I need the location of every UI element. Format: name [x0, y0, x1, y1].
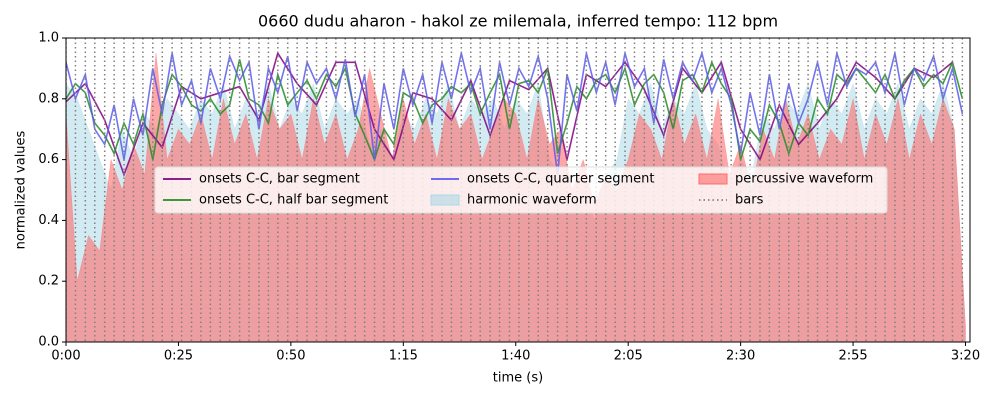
- x-tick-label: 3:20: [951, 349, 980, 364]
- x-tick-label: 2:30: [726, 349, 755, 364]
- y-tick-label: 1.0: [38, 31, 59, 46]
- x-tick-label: 0:25: [164, 349, 193, 364]
- y-tick-label: 0.6: [38, 152, 59, 167]
- legend: onsets C-C, bar segment onsets C-C, half …: [154, 166, 888, 214]
- legend-label: bars: [735, 193, 764, 208]
- x-tick-label: 2:55: [838, 349, 867, 364]
- chart-title: 0660 dudu aharon - hakol ze milemala, in…: [258, 12, 778, 31]
- x-tick-label: 0:00: [51, 349, 80, 364]
- legend-label: onsets C-C, bar segment: [199, 172, 360, 187]
- y-axis-label: normalized values: [14, 130, 29, 249]
- legend-label: onsets C-C, quarter segment: [467, 172, 654, 187]
- legend-swatch: [698, 173, 728, 185]
- legend-label: harmonic waveform: [467, 193, 597, 208]
- y-tick-label: 0.4: [38, 213, 59, 228]
- x-tick-label: 2:05: [614, 349, 643, 364]
- legend-label: onsets C-C, half bar segment: [199, 193, 388, 208]
- onset-line: [66, 51, 954, 178]
- y-tick-label: 0.2: [38, 274, 59, 289]
- legend-label: percussive waveform: [735, 172, 873, 187]
- y-tick-label: 0.8: [38, 91, 59, 106]
- x-tick-label: 1:15: [389, 349, 418, 364]
- plot-frame: [65, 37, 971, 343]
- x-axis-label: time (s): [493, 371, 543, 386]
- onset-line: [66, 50, 964, 175]
- onset-line: [66, 59, 964, 162]
- x-tick-label: 1:40: [501, 349, 530, 364]
- x-tick-label: 0:50: [276, 349, 305, 364]
- y-tick-label: 0.0: [38, 335, 59, 350]
- legend-swatch: [430, 194, 460, 206]
